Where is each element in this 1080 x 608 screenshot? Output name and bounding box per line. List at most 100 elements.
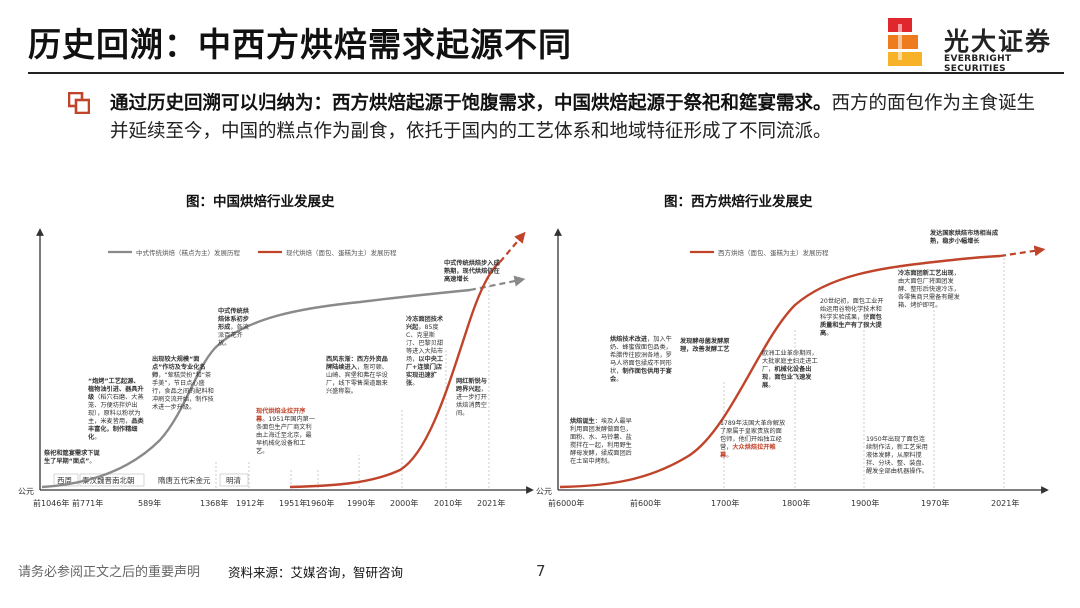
summary-bold: 通过历史回溯可以归纳为：西方烘焙起源于饱腹需求，中国烘焙起源于祭祀和筵宴需求。 xyxy=(110,93,832,114)
china-traditional-dashed xyxy=(469,275,526,292)
west-tick-bc6000: 前6000年 xyxy=(548,498,584,508)
west-ann-9: 发达国家烘焙市场相当成熟，稳步小幅增长 xyxy=(930,230,1000,246)
ann-text2: 。 xyxy=(412,380,419,387)
ann-bold2: 面包质量和生产有了很大提高 xyxy=(820,314,882,337)
china-ann-7: 冷冻面团技术兴起，85度C、克里斯汀、巴黎贝甜等进入大陆市场，以中央工厂+连锁门… xyxy=(406,316,444,388)
era-xizhou: 西周 xyxy=(57,476,72,485)
ann-bold: 烘焙技术改进 xyxy=(610,336,648,343)
logo-gap xyxy=(898,24,902,60)
china-ann-9: 网红新锐与跨界兴起，进一步打开烘焙消费空间。 xyxy=(456,378,488,418)
ann-bold: “炮烤”工艺起源、植物油引进、器具升级 xyxy=(88,378,144,401)
west-line xyxy=(559,254,1001,489)
china-modern-dashed xyxy=(499,231,526,263)
tick-1368: 1368年 xyxy=(200,498,228,508)
west-tick-1970: 1970年 xyxy=(921,498,949,508)
west-line-dashed xyxy=(999,245,1046,258)
west-ann-4: 1789年法国大革命解放了原属于皇家贵族的面包师，他们开始独立经营，大众烘焙拉开… xyxy=(720,420,786,460)
west-origin-label: 公元 xyxy=(536,487,552,496)
ann-bold: 西风东渐：西方外资品牌陆续进入 xyxy=(326,356,388,371)
west-guides xyxy=(723,255,1005,488)
ann-text: 。 xyxy=(89,458,96,465)
ann-bold: 网红新锐与跨界兴起 xyxy=(456,378,487,393)
ann-bold: 出现较大规模“面点”作坊及专业化名师 xyxy=(152,356,206,379)
logo-bar-bottom xyxy=(888,52,922,66)
legend-gray-label: 中式传统烘焙（糕点为主）发展历程 xyxy=(136,248,241,257)
tick-bc771: 前771年 xyxy=(72,498,103,508)
china-traditional-line xyxy=(41,288,471,489)
west-tick-labels: 前6000年 前600年 1700年 1800年 1900年 1970年 202… xyxy=(548,498,1019,508)
ann-text: 1789年法国大革命解放了原属于皇家贵族的面包师，他们开始独立经营， xyxy=(720,420,786,451)
ann-text: （稻穴石磨、大蒸笼、万便坊拌炉出现），原料以粉状为主，米麦皆用， xyxy=(88,394,144,425)
china-ann-3: 出现较大规模“面点”作坊及专业化名师，“荤糕荧扮”和“茶手美”，节日点心盛行，食… xyxy=(152,356,214,412)
ann-text: 1950年出现了面包连续制作法，新工艺采用液体发酵，从原料搅拌、分块、整、装盘、… xyxy=(866,436,928,475)
era-qinhan: 秦汉魏晋南北朝 xyxy=(82,475,135,485)
ann-text2: ， xyxy=(768,374,775,381)
chart-title-china: 图：中国烘焙行业发展史 xyxy=(186,194,335,210)
ann-text: 。1951年国内第一条面包生产厂商文利由上海迁至北京，最早机械化设备和工艺。 xyxy=(256,416,316,455)
china-ann-8: 中式传统烘焙步入成熟期，现代烘焙仍在高速增长 xyxy=(444,260,502,284)
bullet-square-front xyxy=(74,98,90,114)
ann-bold: 冷冻面团技术兴起 xyxy=(406,316,444,331)
ann-text: ，詹可顿、山崎、宾堡和弗在华设厂，线下零售渠道跟来兴盛称裂。 xyxy=(326,364,388,395)
ann-bold2: 品类丰富化，制作精细化 xyxy=(88,418,144,441)
ann-text2: 。 xyxy=(726,452,733,459)
page-title: 历史回溯：中西方烘焙需求起源不同 xyxy=(28,25,572,64)
ann-text: ，各流派百花齐放。 xyxy=(218,324,249,347)
china-ann-4: 中式传统烘焙体系初步形成，各流派百花齐放。 xyxy=(218,308,252,348)
logo-text-en: EVERBRIGHT SECURITIES xyxy=(944,54,1012,74)
west-legend-label: 西方烘焙（面包、蛋糕为主）发展历程 xyxy=(718,248,829,257)
footer-disclaimer: 请务必参阅正文之后的重要声明 xyxy=(18,565,201,580)
ann-text: ，85度C、克里斯汀、巴黎贝甜等进入大陆市场， xyxy=(406,324,444,363)
ann-text: ，由大面包厂将面团发酵、整形后快速冷冻，各零售商只需备有醒发箱、烤炉即可。 xyxy=(898,270,960,309)
logo-bar-mid xyxy=(888,35,918,49)
bullet-square-icon xyxy=(68,92,90,114)
china-eras: 西周 秦汉魏晋南北朝 隋唐五代宋金元 明清 xyxy=(53,473,249,487)
ann-bold: 发达国家烘焙市场相当成熟，稳步小幅增长 xyxy=(930,230,999,245)
ann-bold: 冷冻面团新工艺出现 xyxy=(898,270,954,277)
china-ann-2: “炮烤”工艺起源、植物油引进、器具升级（稻穴石磨、大蒸笼、万便坊拌炉出现），原料… xyxy=(88,378,144,442)
tick-1912: 1912年 xyxy=(236,498,264,508)
ann-bold: 现代烘焙业拉开序幕 xyxy=(256,408,306,423)
west-ann-2: 烘焙技术改进，加入牛奶、蜂蜜做面包品类，希腊传往欧洲各地，罗马人将面包揉成不同形… xyxy=(610,336,674,384)
ann-text: ，进一步打开烘焙消费空间。 xyxy=(456,386,487,417)
west-ann-6: 20世纪初，面包工业开始运用谷物化学技术和科学实验成果，使面包质量和生产有了很大… xyxy=(820,298,884,338)
ann-bold: 祭祀和筵宴需求下诞生了早期“面点” xyxy=(44,450,100,465)
china-modern-line xyxy=(289,261,501,489)
west-ann-3: 发现酵母菌发酵原理，改善发酵工艺 xyxy=(680,338,740,354)
china-tick-labels: 前1046年 前771年 589年 1368年 1912年 1951年 1960… xyxy=(33,498,505,508)
ann-bold: 烘焙诞生 xyxy=(570,418,595,425)
tick-2010: 2010年 xyxy=(434,498,462,508)
ann-bold: 发现酵母菌发酵原理，改善发酵工艺 xyxy=(680,338,730,353)
west-tick-1900: 1900年 xyxy=(851,498,879,508)
ann-text: 欧洲工业革命期间，大批家庭主妇走进工厂， xyxy=(762,350,818,373)
china-origin-label: 公元 xyxy=(18,487,34,496)
era-box-mingqing xyxy=(219,473,249,487)
tick-2021: 2021年 xyxy=(477,498,505,508)
legend-red-label: 现代烘焙（面包、蛋糕为主）发展历程 xyxy=(286,248,397,257)
tick-2000: 2000年 xyxy=(390,498,418,508)
ann-text3: 。 xyxy=(768,382,775,389)
chart-title-west: 图：西方烘焙行业发展史 xyxy=(664,194,813,210)
era-mingqing: 明清 xyxy=(226,475,241,485)
west-ann-7: 冷冻面团新工艺出现，由大面包厂将面团发酵、整形后快速冷冻，各零售商只需备有醒发箱… xyxy=(898,270,964,310)
ann-text: ：埃及人最早利用面团发酵做面包，面粉、水、马铃薯、盐搅拌在一起，利用野生酵母发酵… xyxy=(570,418,632,465)
ann-text: ，“荤糕荧扮”和“茶手美”，节日点心盛行，食品之间的配料和冲刷交流开始，制作技术… xyxy=(152,372,214,411)
logo: 光大证券 EVERBRIGHT SECURITIES xyxy=(888,18,1068,74)
ann-bold2: 机械化设备出现 xyxy=(762,366,812,381)
title-rule xyxy=(28,72,1064,74)
era-box-qinhan xyxy=(79,473,145,487)
summary-rest: 西方的面包作为主食诞生并延续至今，中国的糕点作为副食，依托于国内的工艺体系和地域… xyxy=(110,93,1036,142)
west-tick-1700: 1700年 xyxy=(711,498,739,508)
tick-589: 589年 xyxy=(138,498,161,508)
china-ann-6: 西风东渐：西方外资品牌陆续进入，詹可顿、山崎、宾堡和弗在华设厂，线下零售渠道跟来… xyxy=(326,356,390,396)
ann-text2: 。 xyxy=(94,434,101,441)
ann-bold3: 面包业飞速发展 xyxy=(762,374,812,389)
china-ann-5: 现代烘焙业拉开序幕。1951年国内第一条面包生产厂商文利由上海迁至北京，最早机械… xyxy=(256,408,316,456)
ann-text2: 。 xyxy=(826,330,833,337)
ann-bold2: 以中央工厂+连锁门店实现迅速扩张 xyxy=(406,356,444,387)
ann-text: 20世纪初，面包工业开始运用谷物化学技术和科学实验成果，使 xyxy=(820,298,884,321)
